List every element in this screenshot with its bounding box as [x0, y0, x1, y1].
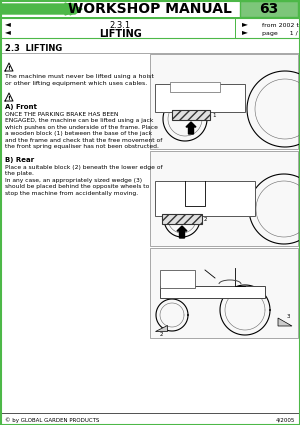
Polygon shape [5, 63, 13, 71]
Text: !: ! [8, 96, 10, 101]
Text: A) Front: A) Front [5, 104, 37, 110]
Bar [0, 413, 300, 414]
Bar [150, 248, 298, 338]
Text: Place a suitable block (2) beneath the lower edge of
the plate.
In any case, an : Place a suitable block (2) beneath the l… [5, 165, 163, 196]
Bar [2, 5, 70, 13]
Text: 2: 2 [159, 332, 163, 337]
Bar [160, 270, 195, 288]
Bar [172, 110, 210, 120]
Polygon shape [155, 325, 167, 331]
Text: ◄: ◄ [5, 28, 11, 37]
Text: 1: 1 [212, 113, 215, 117]
Polygon shape [65, 3, 82, 15]
Bar [150, 151, 298, 246]
Bar [0, 18, 300, 38]
Polygon shape [5, 93, 13, 101]
Polygon shape [160, 286, 265, 298]
Bar [155, 84, 245, 112]
Text: © by GLOBAL GARDEN PRODUCTS: © by GLOBAL GARDEN PRODUCTS [5, 417, 99, 423]
Bar [170, 82, 220, 92]
Text: page      1 / 1: page 1 / 1 [262, 31, 300, 36]
Text: from 2002 to  ••••: from 2002 to •••• [262, 23, 300, 28]
Text: ◄: ◄ [5, 20, 11, 28]
Bar [0, 17, 300, 19]
Text: ONCE THE PARKING BRAKE HAS BEEN
ENGAGED, the machine can be lifted using a jack
: ONCE THE PARKING BRAKE HAS BEEN ENGAGED,… [5, 112, 162, 149]
Polygon shape [278, 318, 292, 326]
Text: 63: 63 [260, 2, 279, 16]
Text: B) Rear: B) Rear [5, 157, 34, 163]
Text: 3: 3 [286, 314, 290, 318]
Text: 2.3.1: 2.3.1 [110, 20, 130, 29]
Text: WORKSHOP MANUAL: WORKSHOP MANUAL [68, 2, 232, 16]
Text: The machine must never be lifted using a hoist
or other lifting equipment which : The machine must never be lifted using a… [5, 74, 154, 85]
Bar [0, 413, 300, 425]
Bar [155, 181, 255, 216]
Bar [0, 0, 300, 18]
Text: 4/2005: 4/2005 [276, 417, 295, 422]
Bar [0, 53, 300, 54]
FancyArrow shape [186, 122, 196, 134]
Bar [162, 214, 202, 224]
Polygon shape [2, 3, 80, 15]
Bar [235, 18, 236, 38]
Bar [150, 54, 298, 149]
Text: LIFTING: LIFTING [99, 29, 141, 39]
FancyArrow shape [177, 226, 187, 238]
Text: 2.3  LIFTING: 2.3 LIFTING [5, 44, 62, 53]
Text: 2: 2 [204, 216, 208, 221]
Polygon shape [2, 4, 82, 14]
Text: !: ! [8, 66, 10, 71]
Bar [240, 1, 298, 17]
Text: ►: ► [242, 28, 248, 37]
Text: ►: ► [242, 20, 248, 28]
